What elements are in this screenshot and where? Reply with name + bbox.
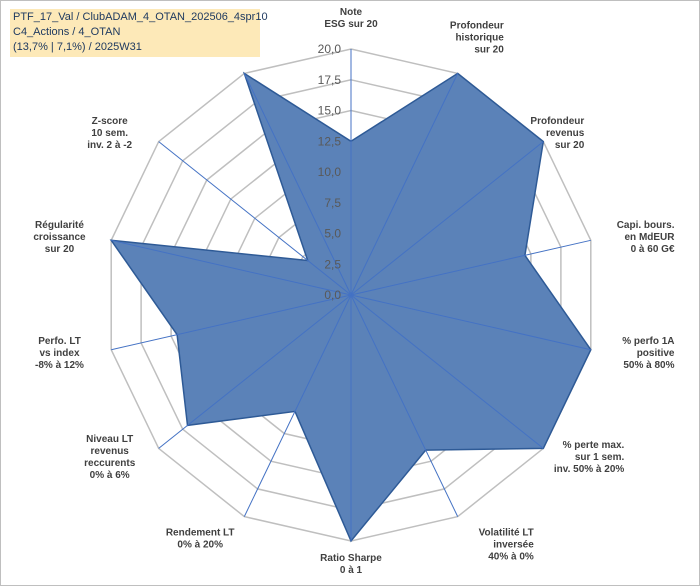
axis-label: Profondeur: [530, 116, 584, 127]
tick-label: 20,0: [318, 42, 342, 56]
axis-label: ESG sur 20: [324, 19, 378, 30]
axis-label: reccurents: [84, 458, 136, 469]
axis-label: vs index: [39, 348, 79, 359]
axis-spoke: [158, 141, 352, 296]
axis-spoke: [350, 73, 459, 296]
axis-label: croissance: [33, 232, 86, 243]
axis-spoke: [350, 294, 459, 517]
tick-label: 0,0: [324, 288, 341, 302]
axis-label: 50% à 80%: [623, 360, 674, 371]
axis-label: 0% à 6%: [90, 470, 130, 481]
chart-title-box: PTF_17_Val / ClubADAM_4_OTAN_202506_4spr…: [10, 9, 268, 57]
axis-label: positive: [637, 348, 675, 359]
axis-label: % perfo 1A: [622, 336, 674, 347]
axis-label: revenus: [546, 128, 585, 139]
axis-label: sur 20: [555, 140, 585, 151]
axis-label: 40% à 0%: [488, 551, 534, 562]
title-line-1: PTF_17_Val / ClubADAM_4_OTAN_202506_4spr…: [13, 11, 268, 23]
axis-label: Perfo. LT: [38, 336, 81, 347]
axis-label: % perte max.: [563, 440, 625, 451]
axis-spoke: [350, 294, 544, 449]
axis-spoke: [350, 239, 591, 296]
tick-label: 5,0: [324, 227, 341, 241]
tick-label: 7,5: [324, 196, 341, 210]
axis-label: sur 20: [45, 244, 75, 255]
tick-label: 2,5: [324, 257, 341, 271]
tick-label: 15,0: [318, 104, 342, 118]
axis-label: inv. 2 à -2: [87, 140, 132, 151]
axis-label: -8% à 12%: [35, 360, 84, 371]
axis-spoke: [111, 294, 352, 351]
axis-label: 0 à 60 G€: [631, 244, 675, 255]
axis-label: Z-score: [92, 116, 129, 127]
axis-label: Note: [340, 7, 363, 18]
axis-label: historique: [455, 33, 504, 44]
axis-spoke: [243, 294, 352, 517]
axis-label: 0 à 1: [340, 565, 363, 576]
axis-label: Volatilité LT: [479, 527, 534, 538]
axis-label: sur 1 sem.: [575, 452, 625, 463]
axis-label: Rendement LT: [166, 527, 235, 538]
axis-spoke: [111, 239, 352, 296]
axis-label: inversée: [493, 539, 534, 550]
axis-label: Régularité: [35, 220, 84, 231]
axis-label: sur 20: [474, 45, 504, 56]
axis-label: Ratio Sharpe: [320, 553, 382, 564]
axis-label: 10 sem.: [91, 128, 128, 139]
axis-label: en MdEUR: [625, 232, 676, 243]
title-line-2: C4_Actions / 4_OTAN: [13, 26, 121, 38]
title-line-3: (13,7% | 7,1%) / 2025W31: [13, 41, 142, 53]
axis-label: Niveau LT: [86, 434, 133, 445]
axis-label: 0% à 20%: [177, 539, 223, 550]
axis-spoke: [350, 141, 544, 296]
axis-label: Profondeur: [450, 21, 504, 32]
axis-spoke: [350, 294, 591, 351]
axis-spoke: [158, 294, 352, 449]
tick-label: 17,5: [318, 73, 342, 87]
tick-label: 10,0: [318, 165, 342, 179]
tick-label: 12,5: [318, 134, 342, 148]
axis-label: Capi. bours.: [617, 220, 675, 231]
axis-label: inv. 50% à 20%: [554, 464, 625, 475]
axis-label: revenus: [91, 446, 130, 457]
axis-spoke: [243, 73, 352, 296]
